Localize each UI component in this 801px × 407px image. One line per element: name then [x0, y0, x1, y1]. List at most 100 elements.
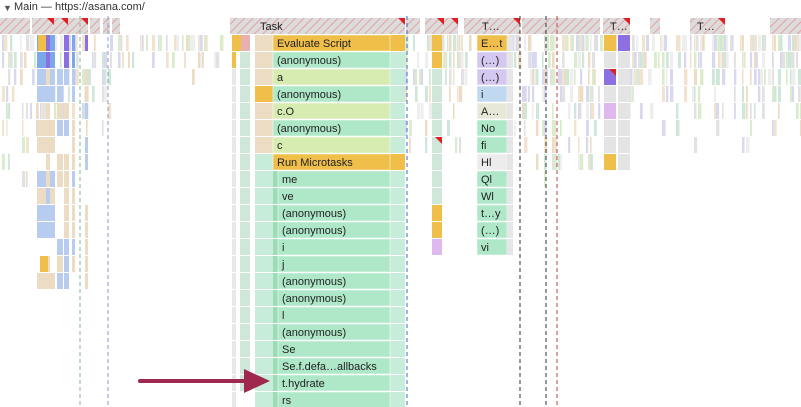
background-slice[interactable]	[57, 86, 63, 102]
stack-margin[interactable]	[255, 341, 273, 357]
background-slice[interactable]	[536, 103, 539, 119]
background-slice[interactable]	[240, 52, 250, 68]
background-slice[interactable]	[712, 69, 715, 85]
stack-tail[interactable]	[507, 137, 513, 153]
call-frame[interactable]	[432, 86, 442, 102]
call-frame[interactable]	[277, 170, 391, 188]
background-slice[interactable]	[630, 86, 632, 102]
background-slice[interactable]	[772, 69, 774, 85]
background-slice[interactable]	[240, 324, 250, 340]
background-slice[interactable]	[750, 69, 752, 85]
background-slice[interactable]	[92, 86, 95, 102]
background-slice[interactable]	[544, 69, 547, 85]
background-slice[interactable]	[552, 120, 556, 136]
background-slice[interactable]	[54, 103, 57, 119]
background-slice[interactable]	[449, 35, 452, 51]
background-slice[interactable]	[536, 69, 539, 85]
background-slice[interactable]	[72, 103, 76, 119]
background-slice[interactable]	[698, 52, 700, 68]
background-slice[interactable]	[558, 69, 561, 85]
background-slice[interactable]	[425, 86, 429, 102]
background-slice[interactable]	[588, 52, 591, 68]
stack-tail[interactable]	[390, 120, 405, 136]
background-slice[interactable]	[648, 69, 651, 85]
background-slice[interactable]	[542, 52, 544, 68]
stack-margin[interactable]	[255, 103, 273, 119]
call-frame[interactable]	[432, 35, 442, 51]
background-slice[interactable]	[232, 120, 236, 136]
task-slice[interactable]	[90, 18, 100, 34]
background-slice[interactable]	[453, 52, 455, 68]
background-slice[interactable]	[684, 86, 688, 102]
background-slice[interactable]	[790, 52, 792, 68]
background-slice[interactable]	[638, 52, 641, 68]
background-slice[interactable]	[443, 52, 447, 68]
background-slice[interactable]	[560, 154, 562, 170]
background-slice[interactable]	[642, 35, 646, 51]
background-slice[interactable]	[110, 52, 112, 68]
stack-margin[interactable]	[255, 69, 273, 85]
background-slice[interactable]	[405, 86, 407, 102]
background-slice[interactable]	[514, 120, 516, 136]
stack-tail[interactable]	[390, 154, 405, 170]
background-slice[interactable]	[46, 35, 50, 51]
background-slice[interactable]	[640, 69, 644, 85]
background-slice[interactable]	[200, 35, 203, 51]
background-slice[interactable]	[586, 103, 590, 119]
background-slice[interactable]	[724, 35, 727, 51]
background-slice[interactable]	[758, 35, 762, 51]
background-slice[interactable]	[405, 52, 408, 68]
background-slice[interactable]	[532, 52, 536, 68]
background-slice[interactable]	[652, 35, 655, 51]
background-slice[interactable]	[14, 69, 17, 85]
background-slice[interactable]	[240, 69, 250, 85]
stack-tail[interactable]	[507, 103, 513, 119]
background-slice[interactable]	[788, 35, 792, 51]
background-slice[interactable]	[46, 137, 50, 153]
call-frame[interactable]	[277, 306, 391, 324]
background-slice[interactable]	[768, 69, 772, 85]
stack-tail[interactable]	[507, 239, 513, 255]
background-slice[interactable]	[594, 120, 597, 136]
background-slice[interactable]	[536, 120, 539, 136]
background-slice[interactable]	[578, 137, 580, 153]
call-frame[interactable]	[277, 289, 391, 307]
background-slice[interactable]	[10, 52, 13, 68]
background-slice[interactable]	[84, 103, 86, 119]
background-slice[interactable]	[240, 307, 250, 323]
background-slice[interactable]	[670, 69, 674, 85]
background-slice[interactable]	[108, 69, 111, 85]
background-slice[interactable]	[796, 52, 798, 68]
background-slice[interactable]	[413, 69, 415, 85]
background-slice[interactable]	[554, 35, 557, 51]
background-slice[interactable]	[544, 171, 546, 187]
background-slice[interactable]	[596, 35, 598, 51]
background-slice[interactable]	[459, 137, 462, 153]
background-slice[interactable]	[734, 103, 736, 119]
background-slice[interactable]	[572, 35, 574, 51]
main-track-header[interactable]: ▼ Main — https://asana.com/	[0, 0, 801, 16]
background-slice[interactable]	[417, 52, 420, 68]
background-slice[interactable]	[550, 35, 553, 51]
stack-indent[interactable]	[273, 375, 278, 391]
stack-indent[interactable]	[273, 341, 278, 357]
background-slice[interactable]	[562, 35, 565, 51]
flame-chart[interactable]: Task T… T… T… Evaluate Script (anonymous) a (a…	[0, 16, 801, 407]
background-slice[interactable]	[778, 86, 782, 102]
background-slice[interactable]	[232, 52, 236, 68]
stack-margin[interactable]	[255, 358, 273, 374]
task-slice[interactable]	[406, 18, 420, 34]
background-slice[interactable]	[660, 35, 662, 51]
background-slice[interactable]	[72, 239, 75, 255]
background-slice[interactable]	[82, 35, 86, 51]
background-slice[interactable]	[445, 52, 448, 68]
background-slice[interactable]	[666, 52, 669, 68]
background-slice[interactable]	[441, 35, 445, 51]
background-slice[interactable]	[796, 35, 798, 51]
background-slice[interactable]	[700, 69, 704, 85]
call-frame[interactable]	[272, 119, 391, 137]
background-slice[interactable]	[796, 103, 799, 119]
background-slice[interactable]	[758, 69, 762, 85]
background-slice[interactable]	[662, 52, 665, 68]
background-slice[interactable]	[421, 69, 424, 85]
